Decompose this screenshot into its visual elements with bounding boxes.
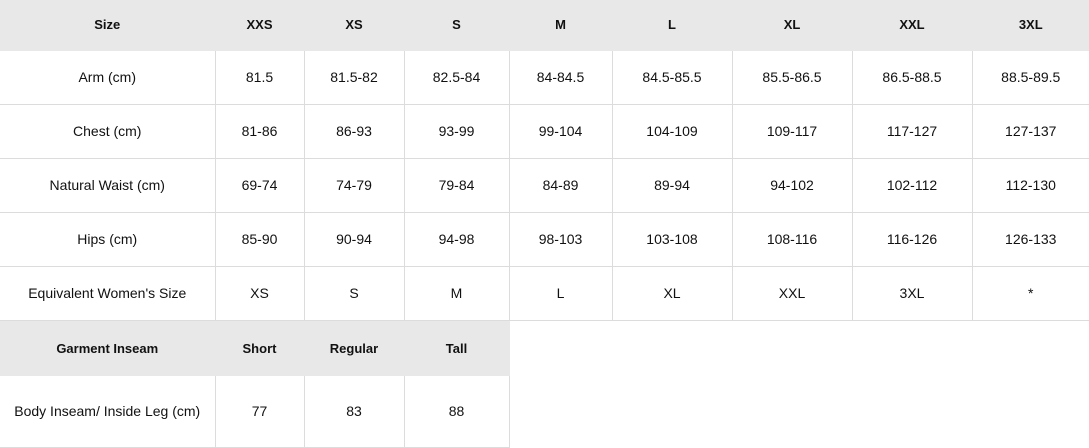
table-cell: 94-102 [731,157,853,213]
table-cell: XS [214,265,305,321]
column-header: XXL [851,0,973,51]
row-label: Equivalent Women's Size [0,265,216,321]
table-cell: 3XL [851,265,973,321]
table-cell: * [971,265,1089,321]
table-cell: XL [611,265,733,321]
row-label: Hips (cm) [0,211,216,267]
column-header: XL [731,0,853,51]
table-cell: 98-103 [508,211,613,267]
table-cell: 84.5-85.5 [611,49,733,105]
table-cell: 74-79 [303,157,405,213]
table-cell: 88.5-89.5 [971,49,1089,105]
column-header: XXS [214,0,305,51]
table-cell: 116-126 [851,211,973,267]
table-cell: 127-137 [971,103,1089,159]
column-header: S [403,0,510,51]
column-header: Short [214,320,305,376]
table-cell: 81.5-82 [303,49,405,105]
table-cell: 81-86 [214,103,305,159]
table-cell: 83 [303,374,405,448]
table-cell: S [303,265,405,321]
table-cell: XXL [731,265,853,321]
table-cell: 94-98 [403,211,510,267]
table-cell: 112-130 [971,157,1089,213]
column-header: Regular [303,320,405,376]
table-cell: 84-84.5 [508,49,613,105]
row-label: Body Inseam/ Inside Leg (cm) [0,374,216,448]
table-cell: 88 [403,374,510,448]
table-cell: 77 [214,374,305,448]
table-cell: 69-74 [214,157,305,213]
column-header: M [508,0,613,51]
table-cell: 86-93 [303,103,405,159]
table-cell: 103-108 [611,211,733,267]
inseam-table: Garment Inseam Short Regular Tall Body Insea… [0,320,510,448]
table-row: Arm (cm) 81.5 81.5-82 82.5-84 84-84.5 84.5-85… [0,49,1089,105]
table-cell: 85-90 [214,211,305,267]
row-label: Arm (cm) [0,49,216,105]
table-cell: 84-89 [508,157,613,213]
header-row: Size XXS XS S M L XL XXL 3XL [0,0,1089,51]
column-header: Tall [403,320,510,376]
row-label: Chest (cm) [0,103,216,159]
table-cell: 117-127 [851,103,973,159]
table-cell: M [403,265,510,321]
table-cell: 104-109 [611,103,733,159]
table-cell: 109-117 [731,103,853,159]
table-cell: 81.5 [214,49,305,105]
row-label: Natural Waist (cm) [0,157,216,213]
table-row: Equivalent Women's Size XS S M L XL XXL 3XL * [0,265,1089,321]
table-cell: 93-99 [403,103,510,159]
table-cell: L [508,265,613,321]
header-row: Garment Inseam Short Regular Tall [0,320,510,376]
column-header: L [611,0,733,51]
column-header: Size [0,0,216,51]
table-cell: 90-94 [303,211,405,267]
table-cell: 85.5-86.5 [731,49,853,105]
table-cell: 86.5-88.5 [851,49,973,105]
table-cell: 102-112 [851,157,973,213]
column-header: Garment Inseam [0,320,216,376]
table-cell: 99-104 [508,103,613,159]
table-row: Natural Waist (cm) 69-74 74-79 79-84 84-89 89… [0,157,1089,213]
table-cell: 82.5-84 [403,49,510,105]
table-cell: 108-116 [731,211,853,267]
table-cell: 126-133 [971,211,1089,267]
column-header: 3XL [971,0,1089,51]
table-row: Chest (cm) 81-86 86-93 93-99 99-104 104-109 10… [0,103,1089,159]
table-cell: 79-84 [403,157,510,213]
table-row: Hips (cm) 85-90 90-94 94-98 98-103 103-108 108… [0,211,1089,267]
table-row: Body Inseam/ Inside Leg (cm) 77 83 88 [0,374,510,448]
column-header: XS [303,0,405,51]
size-chart-table: Size XXS XS S M L XL XXL 3XL Arm (cm) 81.5 81.5-82 8… [0,0,1089,321]
table-cell: 89-94 [611,157,733,213]
